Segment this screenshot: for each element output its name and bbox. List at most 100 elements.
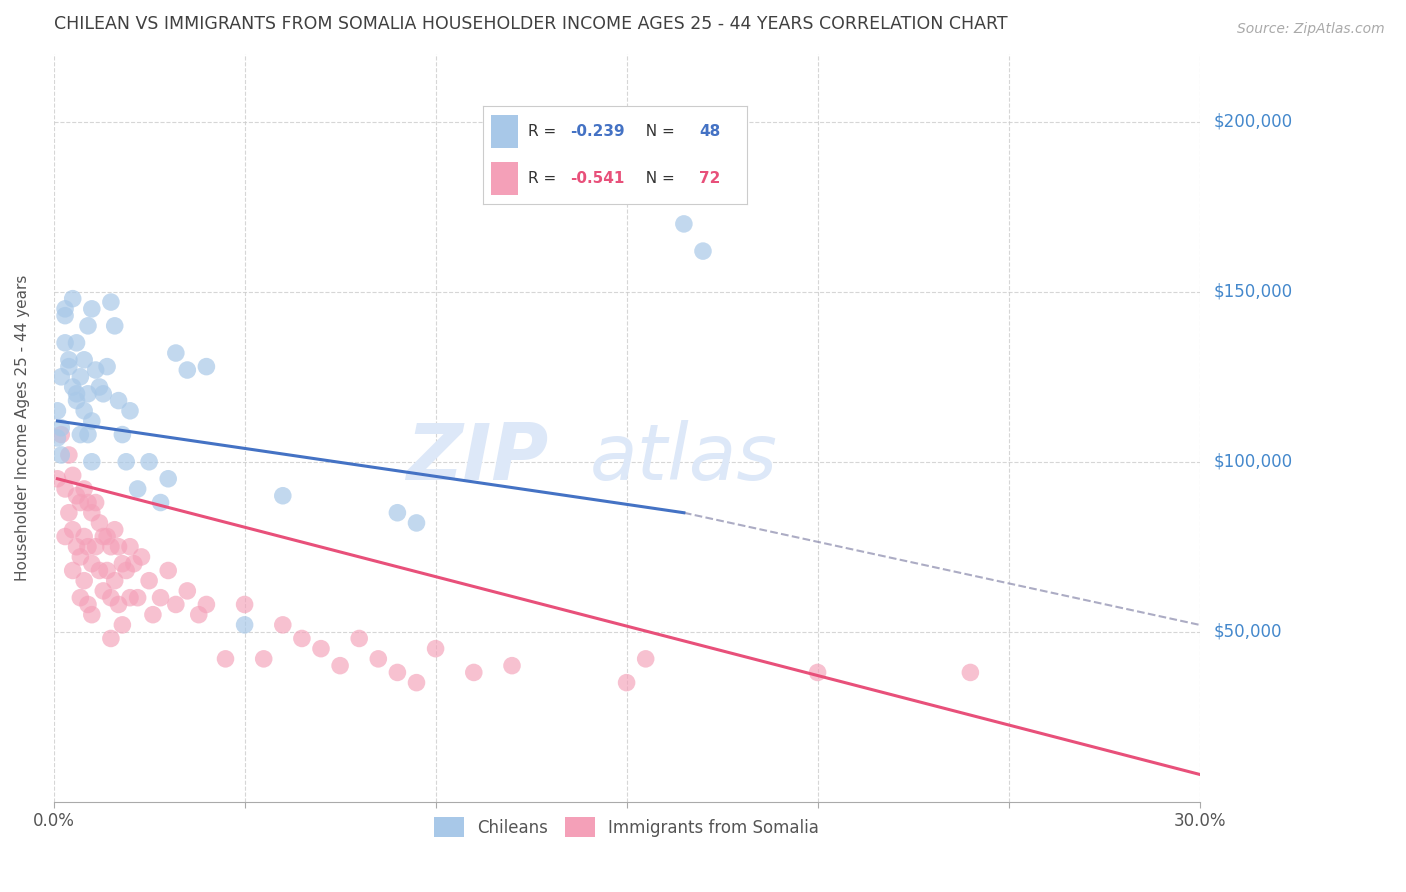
Point — [89, 516, 111, 530]
Point — [176, 583, 198, 598]
Point — [107, 540, 129, 554]
Point — [233, 598, 256, 612]
Point — [69, 591, 91, 605]
Point — [107, 393, 129, 408]
Point — [157, 472, 180, 486]
Point — [69, 427, 91, 442]
Point — [46, 404, 69, 418]
Point — [77, 427, 100, 442]
Point — [329, 658, 352, 673]
Point — [69, 495, 91, 509]
Point — [118, 591, 141, 605]
Point — [405, 516, 427, 530]
Point — [65, 540, 87, 554]
Point — [104, 574, 127, 588]
Point — [291, 632, 314, 646]
Point — [149, 591, 172, 605]
Point — [100, 295, 122, 310]
Point — [51, 421, 73, 435]
Point — [65, 335, 87, 350]
Point — [62, 564, 84, 578]
Text: atlas: atlas — [591, 420, 778, 496]
Point — [100, 591, 122, 605]
Point — [65, 386, 87, 401]
Point — [111, 427, 134, 442]
Point — [53, 482, 76, 496]
Point — [91, 583, 114, 598]
Point — [692, 244, 714, 258]
Point — [100, 632, 122, 646]
Text: $100,000: $100,000 — [1213, 453, 1292, 471]
Point — [118, 404, 141, 418]
Point — [405, 675, 427, 690]
Point — [53, 309, 76, 323]
Point — [84, 363, 107, 377]
Point — [69, 549, 91, 564]
Y-axis label: Householder Income Ages 25 - 44 years: Householder Income Ages 25 - 44 years — [15, 275, 30, 581]
Point — [309, 641, 332, 656]
Point — [53, 529, 76, 543]
Point — [65, 489, 87, 503]
Point — [187, 607, 209, 622]
Point — [96, 564, 118, 578]
Point — [157, 564, 180, 578]
Point — [115, 455, 138, 469]
Point — [58, 359, 80, 374]
Point — [122, 557, 145, 571]
Point — [271, 618, 294, 632]
Point — [73, 574, 96, 588]
Point — [104, 523, 127, 537]
Point — [51, 448, 73, 462]
Point — [111, 618, 134, 632]
Point — [73, 529, 96, 543]
Point — [80, 301, 103, 316]
Point — [62, 468, 84, 483]
Text: ZIP: ZIP — [406, 420, 548, 496]
Point — [111, 557, 134, 571]
Point — [806, 665, 828, 680]
Point — [214, 652, 236, 666]
Point — [271, 489, 294, 503]
Point — [62, 380, 84, 394]
Point — [73, 404, 96, 418]
Point — [131, 549, 153, 564]
Point — [425, 641, 447, 656]
Point — [176, 363, 198, 377]
Point — [62, 523, 84, 537]
Point — [142, 607, 165, 622]
Point — [80, 557, 103, 571]
Point — [73, 482, 96, 496]
Point — [100, 540, 122, 554]
Point — [80, 414, 103, 428]
Point — [69, 369, 91, 384]
Point — [195, 359, 218, 374]
Point — [91, 386, 114, 401]
Point — [96, 359, 118, 374]
Point — [46, 431, 69, 445]
Point — [959, 665, 981, 680]
Point — [58, 506, 80, 520]
Point — [89, 564, 111, 578]
Point — [80, 506, 103, 520]
Point — [501, 658, 523, 673]
Point — [80, 455, 103, 469]
Point — [367, 652, 389, 666]
Text: Source: ZipAtlas.com: Source: ZipAtlas.com — [1237, 22, 1385, 37]
Point — [80, 607, 103, 622]
Point — [149, 495, 172, 509]
Point — [84, 540, 107, 554]
Point — [616, 675, 638, 690]
Point — [107, 598, 129, 612]
Legend: Chileans, Immigrants from Somalia: Chileans, Immigrants from Somalia — [426, 808, 828, 846]
Point — [347, 632, 370, 646]
Point — [138, 574, 160, 588]
Point — [77, 598, 100, 612]
Point — [195, 598, 218, 612]
Point — [65, 393, 87, 408]
Point — [62, 292, 84, 306]
Point — [96, 529, 118, 543]
Point — [77, 386, 100, 401]
Point — [104, 318, 127, 333]
Point — [672, 217, 695, 231]
Point — [387, 506, 409, 520]
